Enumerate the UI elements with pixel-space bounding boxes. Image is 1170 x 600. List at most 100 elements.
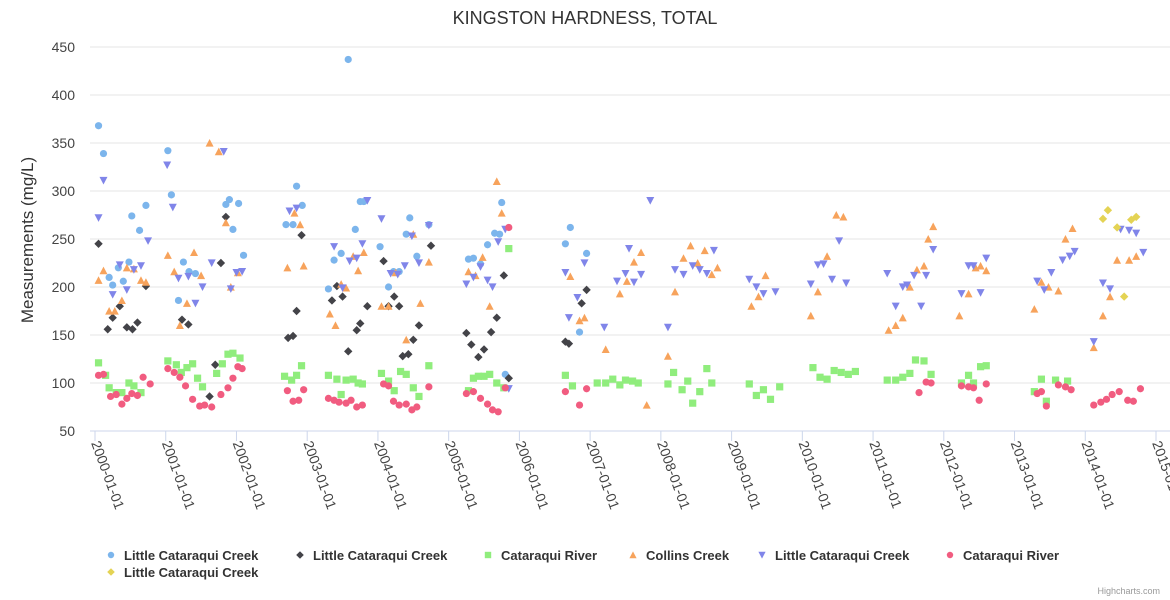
- data-point[interactable]: [119, 277, 127, 285]
- legend-label[interactable]: Collins Creek: [646, 548, 730, 563]
- data-point[interactable]: [376, 243, 384, 251]
- data-point[interactable]: [911, 356, 920, 364]
- data-point[interactable]: [123, 394, 131, 402]
- data-point[interactable]: [927, 370, 935, 378]
- data-point[interactable]: [1061, 235, 1070, 243]
- data-point[interactable]: [414, 321, 424, 330]
- data-point[interactable]: [189, 395, 197, 403]
- data-point[interactable]: [478, 253, 487, 261]
- data-point[interactable]: [492, 177, 501, 185]
- data-point[interactable]: [108, 291, 117, 299]
- data-point[interactable]: [1090, 401, 1098, 409]
- data-point[interactable]: [402, 230, 410, 238]
- data-point[interactable]: [213, 369, 221, 377]
- data-point[interactable]: [1098, 214, 1108, 224]
- data-point[interactable]: [1119, 292, 1129, 301]
- data-point[interactable]: [688, 262, 697, 270]
- data-point[interactable]: [929, 245, 938, 254]
- data-point[interactable]: [413, 403, 421, 411]
- data-point[interactable]: [613, 277, 622, 286]
- data-point[interactable]: [324, 285, 333, 293]
- data-point[interactable]: [964, 371, 973, 379]
- data-point[interactable]: [816, 373, 824, 381]
- legend-item[interactable]: Cataraqui River: [484, 548, 597, 563]
- data-point[interactable]: [232, 269, 241, 277]
- data-point[interactable]: [108, 313, 117, 322]
- data-point[interactable]: [133, 318, 142, 327]
- data-point[interactable]: [184, 272, 193, 281]
- data-point[interactable]: [386, 269, 395, 278]
- data-point[interactable]: [415, 392, 423, 401]
- data-point[interactable]: [689, 399, 697, 407]
- legend-symbol[interactable]: [629, 551, 637, 559]
- data-point[interactable]: [332, 281, 342, 291]
- legend-label[interactable]: Cataraqui River: [963, 548, 1059, 563]
- data-point[interactable]: [402, 370, 410, 378]
- data-point[interactable]: [99, 370, 108, 378]
- data-point[interactable]: [177, 368, 185, 377]
- data-point[interactable]: [198, 383, 207, 391]
- data-point[interactable]: [582, 285, 591, 295]
- data-point[interactable]: [205, 139, 214, 147]
- data-point[interactable]: [752, 283, 761, 291]
- data-point[interactable]: [425, 383, 433, 391]
- data-point[interactable]: [1070, 247, 1079, 256]
- data-point[interactable]: [469, 273, 478, 282]
- data-point[interactable]: [218, 360, 226, 368]
- data-point[interactable]: [1040, 286, 1049, 294]
- data-point[interactable]: [806, 311, 815, 320]
- data-point[interactable]: [295, 396, 303, 404]
- data-point[interactable]: [110, 307, 119, 315]
- data-point[interactable]: [969, 262, 978, 270]
- data-point[interactable]: [358, 380, 366, 388]
- data-point[interactable]: [292, 204, 301, 213]
- data-point[interactable]: [164, 357, 172, 365]
- data-point[interactable]: [663, 352, 672, 360]
- legend-item[interactable]: Little Cataraqui Creek: [296, 548, 448, 563]
- data-point[interactable]: [832, 211, 841, 219]
- data-point[interactable]: [693, 259, 702, 267]
- data-point[interactable]: [208, 403, 216, 411]
- data-point[interactable]: [708, 379, 716, 387]
- data-point[interactable]: [425, 362, 433, 370]
- data-point[interactable]: [384, 377, 393, 385]
- data-point[interactable]: [568, 382, 577, 390]
- data-point[interactable]: [337, 390, 345, 399]
- data-point[interactable]: [1098, 311, 1107, 320]
- data-point[interactable]: [384, 302, 393, 310]
- data-point[interactable]: [354, 379, 362, 387]
- data-point[interactable]: [637, 270, 646, 279]
- data-point[interactable]: [280, 372, 289, 380]
- data-point[interactable]: [139, 373, 147, 381]
- data-point[interactable]: [899, 373, 907, 381]
- data-point[interactable]: [414, 259, 423, 267]
- data-point[interactable]: [1068, 224, 1077, 233]
- data-point[interactable]: [283, 387, 291, 395]
- data-point[interactable]: [327, 296, 337, 305]
- data-point[interactable]: [221, 218, 230, 227]
- data-point[interactable]: [125, 379, 133, 387]
- data-point[interactable]: [1131, 212, 1141, 222]
- data-point[interactable]: [344, 55, 352, 64]
- data-point[interactable]: [390, 387, 398, 395]
- data-point[interactable]: [969, 379, 978, 387]
- data-point[interactable]: [289, 221, 297, 229]
- data-point[interactable]: [501, 384, 509, 392]
- data-point[interactable]: [216, 258, 226, 268]
- data-point[interactable]: [122, 286, 131, 294]
- data-point[interactable]: [703, 365, 711, 373]
- data-point[interactable]: [217, 390, 225, 399]
- data-point[interactable]: [498, 198, 506, 207]
- data-point[interactable]: [1089, 343, 1098, 352]
- data-point[interactable]: [292, 306, 301, 316]
- data-point[interactable]: [330, 256, 338, 264]
- data-point[interactable]: [191, 299, 200, 308]
- data-point[interactable]: [830, 366, 838, 375]
- data-point[interactable]: [128, 325, 137, 334]
- data-point[interactable]: [671, 266, 680, 274]
- data-point[interactable]: [1106, 292, 1115, 301]
- data-point[interactable]: [561, 240, 569, 248]
- data-point[interactable]: [292, 371, 301, 379]
- data-point[interactable]: [851, 367, 859, 376]
- data-point[interactable]: [128, 212, 136, 220]
